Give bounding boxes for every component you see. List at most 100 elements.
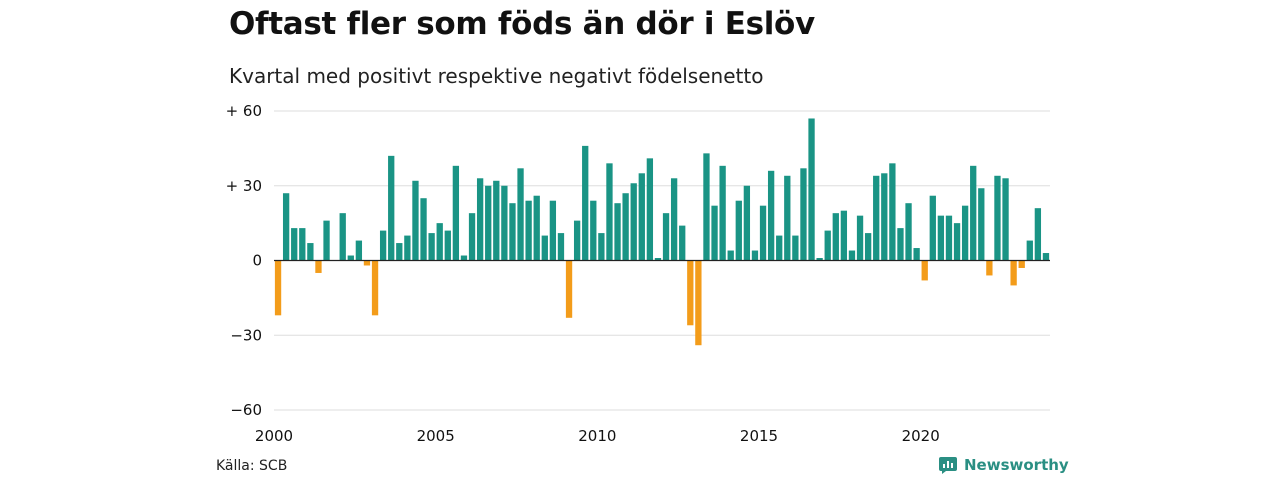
bar bbox=[743, 185, 751, 261]
bar bbox=[881, 173, 888, 261]
bar bbox=[840, 210, 848, 261]
bar bbox=[582, 145, 589, 261]
bar bbox=[420, 198, 427, 261]
bar bbox=[1042, 253, 1050, 261]
bar bbox=[816, 258, 823, 261]
bar bbox=[808, 118, 815, 261]
bar bbox=[517, 168, 524, 261]
source-label: Källa: SCB bbox=[216, 458, 288, 474]
bar bbox=[889, 163, 896, 261]
y-axis-ticks: + 60 + 30 0 −30 −60 bbox=[226, 102, 262, 419]
bar bbox=[347, 255, 354, 261]
brand-name: Newsworthy bbox=[964, 456, 1069, 474]
bar bbox=[299, 228, 306, 261]
bar bbox=[767, 170, 775, 261]
x-axis-ticks: 2000 2005 2010 2015 2020 bbox=[255, 427, 940, 445]
bar bbox=[388, 155, 395, 261]
bar bbox=[428, 233, 435, 261]
bar bbox=[727, 250, 734, 261]
bar bbox=[1010, 260, 1017, 286]
bar bbox=[598, 233, 605, 261]
bar bbox=[986, 260, 993, 276]
newsworthy-logo-icon bbox=[939, 457, 957, 474]
bar bbox=[662, 213, 670, 261]
bar bbox=[913, 248, 920, 261]
y-tick-label: −60 bbox=[230, 401, 262, 419]
bar bbox=[759, 205, 767, 261]
bar bbox=[444, 230, 451, 261]
bar bbox=[573, 220, 581, 261]
bar bbox=[751, 250, 759, 261]
bar bbox=[695, 260, 702, 346]
bar bbox=[460, 255, 468, 261]
bar bbox=[953, 223, 961, 261]
bar bbox=[832, 213, 839, 261]
bar bbox=[404, 235, 411, 261]
x-tick-label: 2000 bbox=[255, 427, 293, 445]
y-tick-label: −30 bbox=[230, 326, 262, 344]
bar bbox=[315, 260, 322, 273]
bar bbox=[905, 203, 912, 261]
bar bbox=[654, 258, 662, 261]
x-tick-label: 2005 bbox=[417, 427, 455, 445]
bar bbox=[1034, 208, 1042, 261]
bar bbox=[493, 180, 500, 261]
bar bbox=[937, 215, 945, 261]
bar bbox=[476, 178, 484, 261]
bar bbox=[719, 165, 726, 261]
bar bbox=[291, 228, 298, 261]
bar bbox=[606, 163, 613, 261]
bar bbox=[396, 243, 403, 261]
bar bbox=[792, 235, 799, 261]
bar bbox=[646, 158, 654, 261]
bar bbox=[897, 228, 904, 261]
bar bbox=[670, 178, 678, 261]
bar bbox=[711, 205, 718, 261]
y-tick-label: + 60 bbox=[226, 102, 262, 120]
bar bbox=[864, 233, 872, 261]
bar bbox=[355, 240, 363, 261]
bar bbox=[557, 233, 565, 261]
bar bbox=[970, 165, 977, 261]
y-tick-label: 0 bbox=[252, 252, 262, 270]
bar bbox=[282, 193, 290, 261]
bar bbox=[468, 213, 476, 261]
x-tick-label: 2020 bbox=[902, 427, 940, 445]
bar bbox=[274, 260, 282, 316]
bar bbox=[501, 185, 508, 261]
bar bbox=[1018, 260, 1025, 268]
bar bbox=[630, 183, 637, 261]
brand-logo: Newsworthy bbox=[938, 455, 1069, 475]
y-tick-label: + 30 bbox=[226, 177, 262, 195]
bar bbox=[994, 175, 1001, 261]
bar bbox=[735, 200, 742, 261]
bar bbox=[509, 203, 516, 261]
bar bbox=[485, 185, 492, 261]
bar bbox=[800, 168, 807, 261]
bar bbox=[679, 225, 686, 261]
bar bbox=[824, 230, 831, 261]
bar bbox=[856, 215, 864, 261]
bar bbox=[323, 220, 330, 261]
bar bbox=[1002, 178, 1009, 261]
bar bbox=[703, 153, 710, 261]
bar bbox=[412, 180, 419, 261]
bar bbox=[525, 200, 532, 261]
bar bbox=[452, 165, 460, 261]
bar bbox=[945, 215, 953, 261]
x-tick-label: 2015 bbox=[740, 427, 778, 445]
bar bbox=[436, 223, 443, 261]
bar bbox=[379, 230, 387, 261]
bar bbox=[687, 260, 694, 326]
bar bbox=[638, 173, 645, 261]
bar bbox=[929, 195, 936, 261]
bar bbox=[1026, 240, 1033, 261]
bar bbox=[339, 213, 346, 261]
bar bbox=[776, 235, 783, 261]
bar bbox=[614, 203, 621, 261]
chart-subtitle: Kvartal med positivt respektive negativt… bbox=[229, 64, 764, 88]
bar bbox=[961, 205, 969, 261]
bar bbox=[307, 243, 314, 261]
x-tick-label: 2010 bbox=[578, 427, 616, 445]
